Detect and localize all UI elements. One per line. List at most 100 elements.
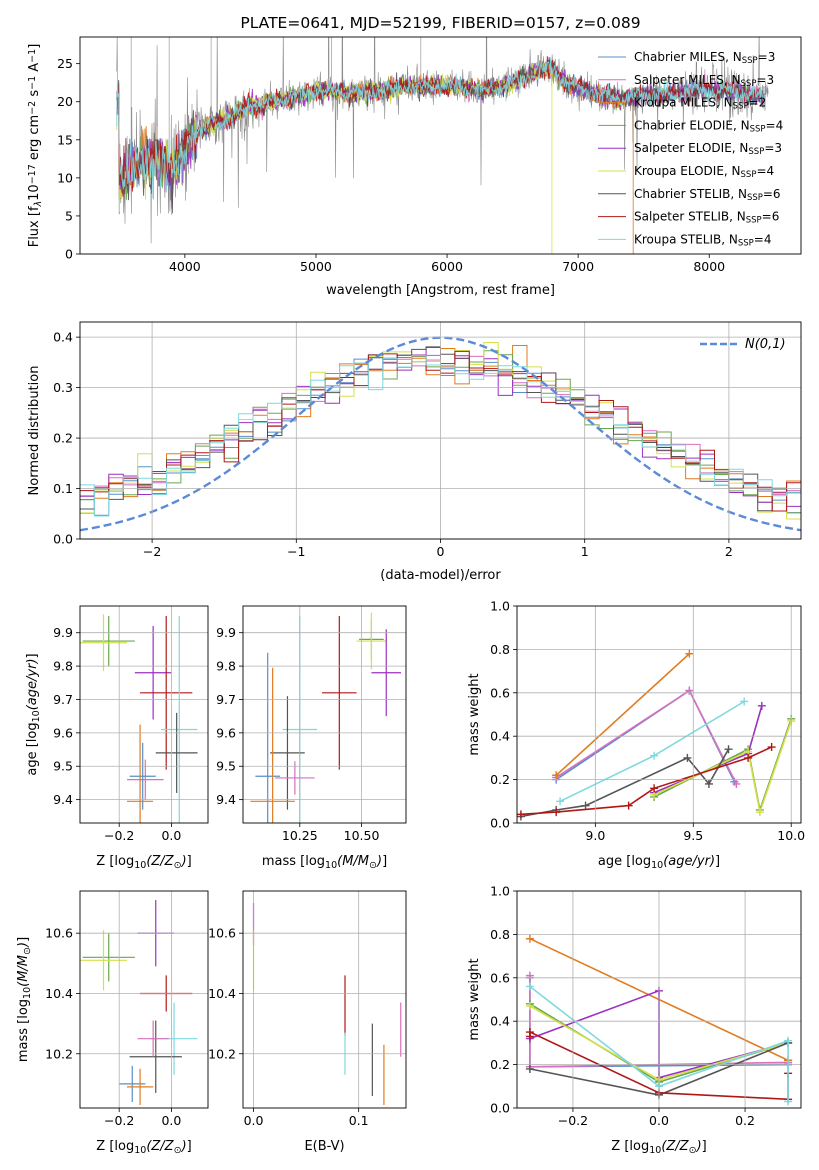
- error-bar-point: [275, 761, 315, 795]
- error-bar-point: [82, 616, 135, 667]
- weight-point-marker: [744, 753, 753, 762]
- x-axis-label: mass [log10(M/M⊙)]: [262, 854, 387, 871]
- y-tick-label: 10.4: [45, 986, 73, 1001]
- x-tick-label: −0.2: [558, 1113, 588, 1128]
- y-tick-label: 20: [57, 94, 73, 109]
- y-tick-label: 0.6: [490, 685, 510, 700]
- weight-series-line: [529, 985, 789, 1102]
- legend-entry: Kroupa ELODIE, NSSP=4: [634, 164, 774, 180]
- legend-entry: Kroupa MILES, NSSP=2: [634, 96, 766, 112]
- weight-point-marker: [525, 1028, 534, 1037]
- axes-weight_vs_Z: −0.2 0.0 0.2 0.0 0.2 0.4 0.6 0.8 1.0 Z [log10(Z/Z…: [467, 884, 802, 1156]
- error-bar-point: [129, 742, 156, 810]
- weight-series: [517, 745, 733, 821]
- weight-point-marker: [784, 1097, 793, 1106]
- y-axis-label: mass [log10(M/M⊙)]: [16, 937, 33, 1062]
- plot-area-weight_vs_age: [517, 649, 796, 821]
- error-bar-point: [322, 616, 357, 770]
- x-tick-label: 0.2: [735, 1113, 755, 1128]
- y-tick-label: 10.4: [208, 986, 236, 1001]
- error-bar-point: [127, 724, 154, 823]
- y-tick-label: 0.8: [490, 927, 510, 942]
- y-tick-label: 0.1: [53, 481, 73, 496]
- error-bar-point: [371, 629, 402, 717]
- y-tick-label: 9.5: [216, 759, 236, 774]
- y-axis-label: Normed distribution: [27, 366, 42, 496]
- plot-area-mass_vs_Z: [80, 900, 198, 1105]
- axes-frame: [242, 605, 407, 824]
- x-tick-label: 8000: [693, 259, 725, 274]
- y-tick-label: 9.8: [53, 659, 73, 674]
- axes-age_vs_mass: 10.25 10.50 9.4 9.5 9.6 9.7 9.8 9.9 mass [log10(…: [216, 605, 407, 871]
- axes-frame: [516, 605, 802, 824]
- legend-entry: N(0,1): [745, 337, 786, 352]
- weight-series: [552, 686, 741, 788]
- axes-frame: [516, 890, 802, 1109]
- x-tick-label: 7000: [562, 259, 594, 274]
- plot-area-age_vs_mass: [250, 612, 402, 823]
- legend-entry: Kroupa STELIB, NSSP=4: [634, 232, 772, 248]
- weight-point-marker: [685, 686, 694, 695]
- weight-series: [517, 743, 776, 819]
- weight-series-line: [559, 700, 745, 803]
- x-tick-label: 10.0: [777, 828, 805, 843]
- y-tick-label: 0.3: [53, 380, 73, 395]
- y-tick-label: 0.4: [490, 729, 510, 744]
- y-tick-label: 0: [65, 247, 73, 262]
- x-tick-label: 0: [437, 544, 445, 559]
- y-tick-label: 0.0: [490, 816, 510, 831]
- error-bar-point: [255, 652, 281, 823]
- y-tick-label: 10.2: [208, 1046, 236, 1061]
- x-tick-label: −2: [143, 544, 161, 559]
- axes-mass_vs_EBV: 0.0 0.1 10.2 10.4 10.6 E(B-V): [208, 890, 407, 1154]
- weight-point-marker: [650, 784, 659, 793]
- model-spectrum-line: [116, 57, 765, 199]
- x-tick-label: 10.50: [344, 828, 380, 843]
- axes-frame: [242, 890, 407, 1109]
- error-bar-point: [127, 759, 164, 800]
- weight-point-marker: [517, 810, 525, 819]
- y-tick-label: 10.6: [208, 926, 236, 941]
- error-bar-point: [270, 696, 305, 810]
- axes-frame: [79, 605, 209, 824]
- y-tick-label: 9.9: [216, 625, 236, 640]
- x-axis-label: wavelength [Angstrom, rest frame]: [326, 283, 555, 298]
- y-axis-label: mass weight: [467, 958, 482, 1040]
- legend-entry: Salpeter ELODIE, NSSP=3: [634, 141, 782, 157]
- x-tick-label: 10.25: [282, 828, 318, 843]
- error-bar-point: [140, 616, 193, 770]
- x-axis-label: age [log10(age/yr)]: [598, 854, 720, 871]
- y-tick-label: 0.2: [53, 431, 73, 446]
- y-axis-label: mass weight: [467, 673, 482, 755]
- error-bar-point: [127, 1068, 154, 1105]
- weight-point-marker: [683, 753, 692, 762]
- weight-series: [556, 697, 749, 806]
- weight-point-marker: [784, 1036, 793, 1045]
- y-tick-label: 9.7: [53, 692, 73, 707]
- x-tick-label: 6000: [431, 259, 463, 274]
- y-tick-label: 0.6: [490, 970, 510, 985]
- x-axis-label: E(B-V): [304, 1139, 344, 1154]
- x-tick-label: 0.1: [349, 1113, 369, 1128]
- y-tick-label: 9.9: [53, 625, 73, 640]
- x-tick-label: −1: [287, 544, 305, 559]
- weight-series-line: [555, 653, 690, 776]
- weight-point-marker: [704, 779, 713, 788]
- x-tick-label: 2: [725, 544, 733, 559]
- plot-area-spectrum: [116, 37, 769, 254]
- weight-series-line: [520, 748, 730, 818]
- x-axis-label: Z [log10(Z/Z⊙)]: [611, 1139, 706, 1156]
- axes-frame: [79, 321, 802, 540]
- weight-series: [525, 982, 793, 1106]
- chart-title: PLATE=0641, MJD=52199, FIBERID=0157, z=0…: [240, 14, 640, 32]
- weight-point-marker: [767, 743, 776, 752]
- weight-point-marker: [525, 1002, 534, 1011]
- axes-spectrum: 4000 5000 6000 7000 8000 0 5 10 15 20 25 PLATE=0641…: [27, 14, 802, 298]
- x-tick-label: 0.0: [161, 1113, 181, 1128]
- error-bar-point: [119, 1065, 146, 1102]
- weight-point-marker: [556, 797, 565, 806]
- y-tick-label: 9.5: [53, 759, 73, 774]
- legend-entry: Chabrier STELIB, NSSP=6: [634, 187, 781, 203]
- error-bar-point: [80, 614, 128, 672]
